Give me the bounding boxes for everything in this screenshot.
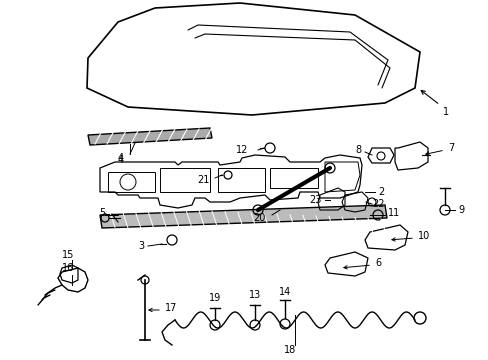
Text: 1: 1 [442,107,448,117]
Text: 5: 5 [99,208,105,218]
Text: 12: 12 [235,145,247,155]
Polygon shape [88,128,212,145]
Text: 4: 4 [118,153,124,163]
Text: 16: 16 [62,263,74,273]
Text: 17: 17 [164,303,177,313]
Text: 7: 7 [447,143,453,153]
Text: 23: 23 [309,195,321,205]
Text: 6: 6 [374,258,380,268]
Text: 19: 19 [208,293,221,303]
Text: 20: 20 [253,213,265,223]
Text: 3: 3 [138,241,144,251]
Polygon shape [100,205,386,228]
Text: 8: 8 [355,145,361,155]
Text: 21: 21 [197,175,209,185]
Text: 13: 13 [248,290,261,300]
Text: 10: 10 [417,231,429,241]
Text: 18: 18 [284,345,296,355]
Text: 15: 15 [61,250,74,260]
Text: 9: 9 [457,205,463,215]
Text: 14: 14 [278,287,290,297]
Text: 2: 2 [377,187,384,197]
Text: 4: 4 [118,155,124,165]
Text: 22: 22 [371,199,384,209]
Text: 11: 11 [387,208,400,218]
